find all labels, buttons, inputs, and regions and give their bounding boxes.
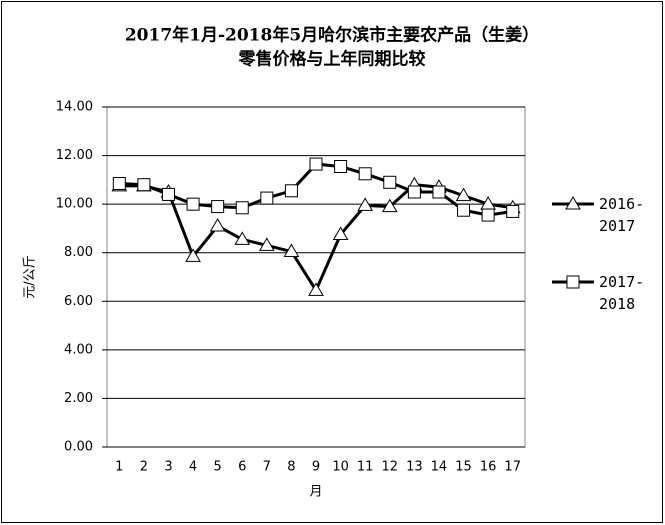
point xyxy=(284,184,298,198)
x-tick-label: 6 xyxy=(238,460,246,475)
y-tick-label: 4.00 xyxy=(64,342,93,357)
x-tick-label: 1 xyxy=(115,460,123,475)
x-tick-label: 4 xyxy=(189,460,197,475)
point xyxy=(234,231,251,245)
point xyxy=(481,208,495,222)
x-tick-label: 10 xyxy=(332,460,349,475)
point xyxy=(308,282,324,296)
point xyxy=(185,248,201,262)
y-tick-label: 10.00 xyxy=(56,197,93,212)
x-tick-label: 7 xyxy=(263,460,271,475)
point xyxy=(358,167,372,181)
chart-title: 2017年1月-2018年5月哈尔滨市主要农产品（生姜） xyxy=(125,25,539,46)
point xyxy=(211,200,225,214)
point xyxy=(455,187,472,202)
point xyxy=(209,218,226,232)
legend-label: 2017-2018 xyxy=(599,273,645,313)
x-tick-label: 12 xyxy=(381,460,398,475)
point xyxy=(161,187,175,201)
x-tick-label: 8 xyxy=(287,460,295,475)
point xyxy=(137,178,151,192)
point xyxy=(186,197,200,211)
y-tick-label: 12.00 xyxy=(56,148,93,163)
point xyxy=(332,226,349,240)
y-tick-label: 8.00 xyxy=(64,245,93,260)
point xyxy=(506,204,520,218)
chart-title: 零售价格与上年同期比较 xyxy=(238,49,426,70)
point xyxy=(566,275,580,289)
x-tick-label: 17 xyxy=(504,460,521,475)
point xyxy=(381,198,398,213)
x-tick-label: 5 xyxy=(214,460,222,475)
point xyxy=(432,185,446,199)
x-tick-label: 9 xyxy=(312,460,320,475)
y-tick-label: 14.00 xyxy=(56,100,93,115)
legend-label: 2016-2017 xyxy=(599,195,645,235)
point xyxy=(260,191,274,205)
point xyxy=(357,197,374,211)
x-tick-label: 15 xyxy=(455,460,472,475)
point xyxy=(334,160,348,173)
x-tick-label: 16 xyxy=(480,460,497,475)
point xyxy=(457,203,471,217)
point xyxy=(235,201,249,215)
point xyxy=(407,185,421,199)
point xyxy=(283,243,300,257)
y-tick-label: 6.00 xyxy=(64,294,93,309)
y-tick-label: 0.00 xyxy=(64,440,93,455)
point xyxy=(258,237,275,251)
point xyxy=(309,157,323,171)
x-tick-label: 13 xyxy=(406,460,423,475)
x-axis-label: 月 xyxy=(309,485,322,500)
x-tick-label: 3 xyxy=(164,460,172,475)
y-tick-label: 2.00 xyxy=(64,391,93,406)
point xyxy=(565,196,581,210)
x-tick-label: 11 xyxy=(357,460,374,475)
y-axis-label: 元/公斤 xyxy=(23,255,38,298)
point xyxy=(112,177,126,190)
x-tick-label: 14 xyxy=(431,460,448,475)
x-tick-label: 2 xyxy=(140,460,148,475)
point xyxy=(383,175,397,189)
